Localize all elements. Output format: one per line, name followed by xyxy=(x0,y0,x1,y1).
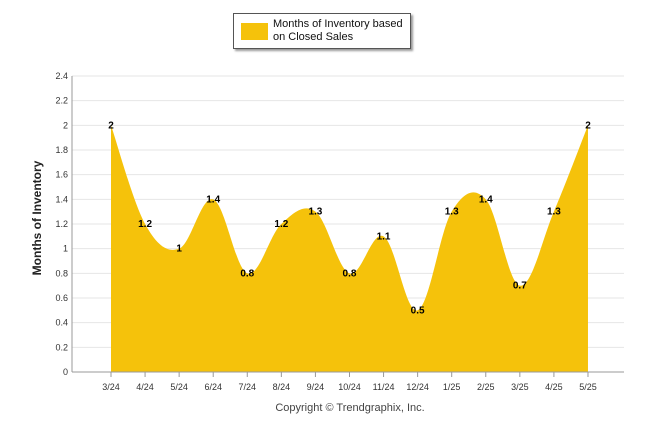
data-label: 1.1 xyxy=(377,231,391,242)
x-tick-label: 2/25 xyxy=(477,382,495,392)
copyright-footer: Copyright © Trendgraphix, Inc. xyxy=(275,402,425,414)
x-tick-label: 12/24 xyxy=(406,382,429,392)
data-label: 1.3 xyxy=(445,207,459,218)
x-tick-label: 11/24 xyxy=(373,382,395,392)
y-tick-label: 1.8 xyxy=(55,145,68,155)
x-tick-label: 5/25 xyxy=(579,382,597,392)
x-tick-label: 4/24 xyxy=(136,382,154,392)
data-label: 0.7 xyxy=(513,281,527,292)
y-tick-label: 0.4 xyxy=(55,318,68,328)
y-tick-label: 2.4 xyxy=(55,71,68,81)
y-axis-ticks: 0 0.2 0.4 0.6 0.8 1 1.2 1.4 1.6 1.8 2 2.2 2.4 xyxy=(55,71,68,377)
data-label: 1 xyxy=(176,244,182,255)
y-tick-label: 0.2 xyxy=(55,342,68,352)
data-label: 0.8 xyxy=(343,268,357,279)
data-label: 0.8 xyxy=(240,268,254,279)
x-tick-label: 4/25 xyxy=(545,382,563,392)
y-tick-label: 0.8 xyxy=(55,268,68,278)
legend: Months of Inventory based on Closed Sale… xyxy=(233,13,411,49)
x-tick-label: 7/24 xyxy=(239,382,257,392)
legend-swatch xyxy=(241,23,268,40)
area-series xyxy=(111,125,588,372)
x-tick-label: 3/24 xyxy=(102,382,120,392)
y-tick-label: 1.4 xyxy=(55,194,68,204)
y-tick-label: 1.2 xyxy=(55,219,68,229)
axes xyxy=(71,76,624,373)
x-tick-label: 1/25 xyxy=(443,382,461,392)
data-labels: 2 1.2 1 1.4 0.8 1.2 1.3 0.8 1.1 0.5 1.3 1.4 0.7 1.3 2 xyxy=(108,120,591,316)
x-tick-label: 3/25 xyxy=(511,382,529,392)
x-tick-label: 9/24 xyxy=(307,382,325,392)
x-tick-label: 8/24 xyxy=(273,382,291,392)
x-tick-label: 10/24 xyxy=(338,382,361,392)
y-tick-label: 2.2 xyxy=(55,96,68,106)
legend-label: Months of Inventory based on Closed Sale… xyxy=(273,18,403,43)
data-label: 2 xyxy=(108,120,114,131)
data-label: 2 xyxy=(585,120,591,131)
y-axis-label: Months of Inventory xyxy=(30,160,44,275)
x-tick-label: 6/24 xyxy=(204,382,222,392)
y-tick-label: 1.6 xyxy=(55,170,68,180)
area-fill xyxy=(111,125,588,372)
data-label: 1.3 xyxy=(308,207,322,218)
y-tick-label: 1 xyxy=(63,244,68,254)
y-tick-label: 2 xyxy=(63,120,68,130)
data-label: 0.5 xyxy=(411,305,425,316)
x-tick-label: 5/24 xyxy=(170,382,188,392)
y-tick-label: 0.6 xyxy=(55,293,68,303)
data-label: 1.3 xyxy=(547,207,561,218)
y-tick-label: 0 xyxy=(63,367,68,377)
data-label: 1.4 xyxy=(206,194,220,205)
data-label: 1.2 xyxy=(138,219,152,230)
data-label: 1.4 xyxy=(479,194,493,205)
data-label: 1.2 xyxy=(274,219,288,230)
x-axis-ticks: 3/24 4/24 5/24 6/24 7/24 8/24 9/24 10/24 11/24 12… xyxy=(102,372,597,392)
